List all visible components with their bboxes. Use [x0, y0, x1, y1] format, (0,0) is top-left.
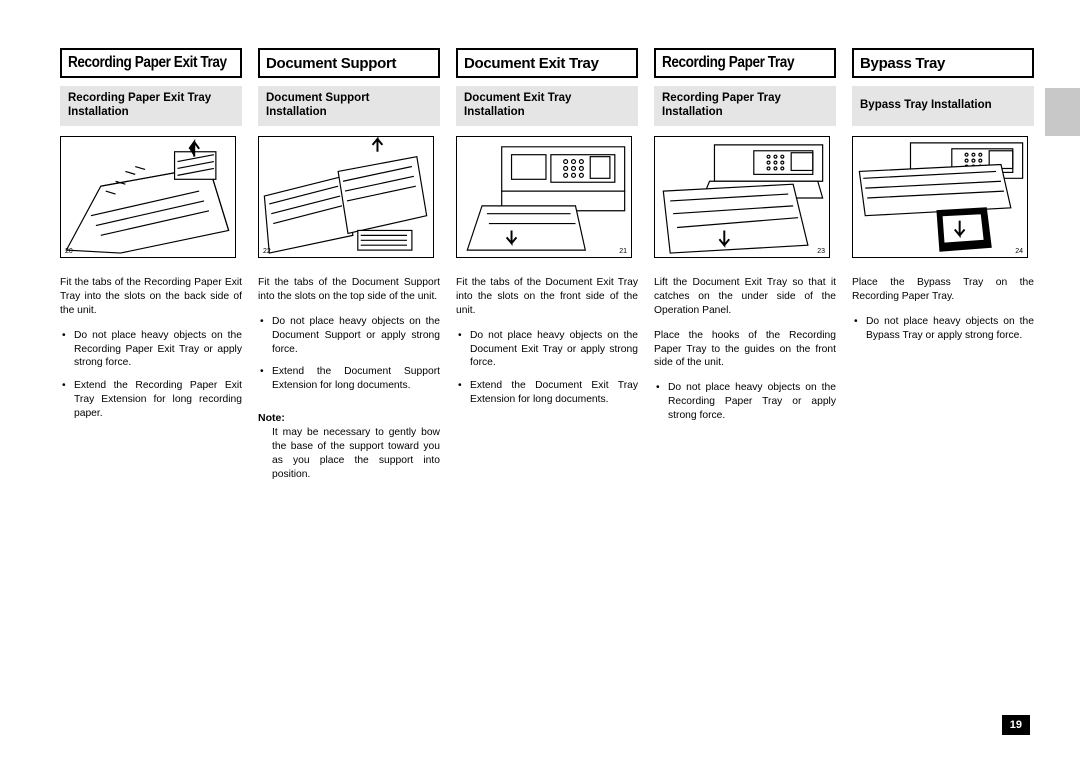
bullet-list: Do not place heavy objects on the Docume… — [456, 329, 638, 416]
section-title-box: Bypass Tray — [852, 48, 1034, 78]
list-item: Extend the Recording Paper Exit Tray Ext… — [60, 379, 242, 421]
col-recording-paper-exit-tray: Recording Paper Exit Tray Recording Pape… — [60, 48, 242, 708]
list-item: Do not place heavy objects on the Record… — [60, 329, 242, 371]
section-subtitle: Bypass Tray Installation — [852, 86, 1034, 126]
list-item: Extend the Document Support Extension fo… — [258, 365, 440, 393]
illustration: 20 — [60, 136, 236, 258]
paragraph: Place the Bypass Tray on the Recording P… — [852, 276, 1034, 304]
figure-number: 24 — [1015, 248, 1023, 255]
paragraph: Fit the tabs of the Document Support int… — [258, 276, 440, 304]
bullet-list: Do not place heavy objects on the Bypass… — [852, 315, 1034, 352]
section-title: Document Support — [266, 55, 396, 72]
section-subtitle: Recording Paper Tray Installation — [654, 86, 836, 126]
illustration: 22 — [258, 136, 434, 258]
col-bypass-tray: Bypass Tray Bypass Tray Installation — [852, 48, 1034, 708]
col-document-exit-tray: Document Exit Tray Document Exit Tray In… — [456, 48, 638, 708]
section-subtitle: Recording Paper Exit Tray Installation — [60, 86, 242, 126]
side-tab — [1045, 88, 1080, 136]
section-title-box: Document Exit Tray — [456, 48, 638, 78]
illustration: 23 — [654, 136, 830, 258]
section-title: Recording Paper Exit Tray — [68, 54, 227, 72]
list-item: Do not place heavy objects on the Record… — [654, 381, 836, 423]
section-title: Bypass Tray — [860, 55, 945, 72]
note-body: It may be necessary to gently bow the ba… — [258, 426, 440, 482]
section-title: Recording Paper Tray — [662, 54, 794, 72]
col-recording-paper-tray: Recording Paper Tray Recording Paper Tra… — [654, 48, 836, 708]
section-subtitle: Document Exit Tray Installation — [456, 86, 638, 126]
list-item: Do not place heavy objects on the Docume… — [258, 315, 440, 357]
section-title-box: Recording Paper Exit Tray — [60, 48, 242, 78]
list-item: Extend the Document Exit Tray Extension … — [456, 379, 638, 407]
paragraph: Lift the Document Exit Tray so that it c… — [654, 276, 836, 318]
illustration: 24 — [852, 136, 1028, 258]
paragraph: Place the hooks of the Recording Paper T… — [654, 329, 836, 371]
section-title: Document Exit Tray — [464, 55, 599, 72]
section-subtitle: Document Support Installation — [258, 86, 440, 126]
bullet-list: Do not place heavy objects on the Record… — [654, 381, 836, 432]
figure-number: 22 — [263, 248, 271, 255]
section-title-box: Recording Paper Tray — [654, 48, 836, 78]
col-document-support: Document Support Document Support Instal… — [258, 48, 440, 708]
illustration: 21 — [456, 136, 632, 258]
figure-number: 23 — [817, 248, 825, 255]
figure-number: 21 — [619, 248, 627, 255]
note-label: Note: — [258, 412, 440, 424]
figure-number: 20 — [65, 248, 73, 255]
paragraph: Fit the tabs of the Recording Paper Exit… — [60, 276, 242, 318]
page-content: Recording Paper Exit Tray Recording Pape… — [60, 48, 1045, 708]
section-title-box: Document Support — [258, 48, 440, 78]
list-item: Do not place heavy objects on the Bypass… — [852, 315, 1034, 343]
bullet-list: Do not place heavy objects on the Record… — [60, 329, 242, 430]
list-item: Do not place heavy objects on the Docume… — [456, 329, 638, 371]
bullet-list: Do not place heavy objects on the Docume… — [258, 315, 440, 402]
paragraph: Fit the tabs of the Document Exit Tray i… — [456, 276, 638, 318]
page-number: 19 — [1002, 715, 1030, 735]
